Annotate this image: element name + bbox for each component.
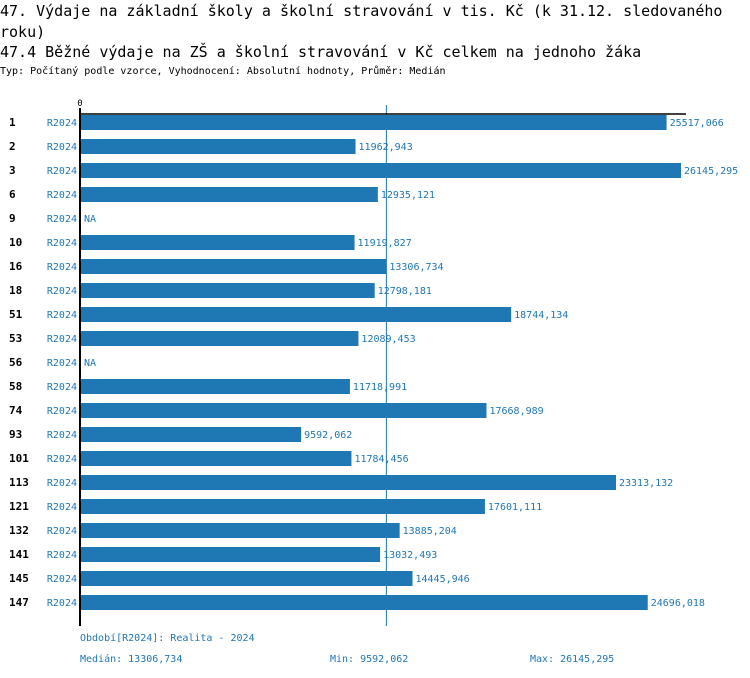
- bar: [81, 499, 485, 514]
- category-label: 56: [9, 356, 23, 369]
- period-label: R2024: [47, 262, 77, 273]
- category-label: 9: [9, 212, 16, 225]
- bar: [81, 187, 378, 202]
- value-label: 24696,018: [651, 598, 705, 609]
- bar: [81, 595, 648, 610]
- value-label: 17668,989: [489, 406, 543, 417]
- bar: [81, 115, 667, 130]
- value-label: 13032,493: [383, 550, 437, 561]
- period-label: R2024: [47, 310, 77, 321]
- bar: [81, 475, 617, 490]
- category-label: 121: [9, 500, 29, 513]
- category-label: 16: [9, 260, 23, 273]
- category-label: 141: [9, 548, 29, 561]
- chart-title: 47. Výdaje na základní školy a školní st…: [0, 2, 723, 20]
- period-label: R2024: [47, 286, 77, 297]
- period-label: R2024: [47, 406, 77, 417]
- bar: [81, 307, 512, 322]
- na-label: NA: [84, 214, 96, 225]
- na-label: NA: [84, 358, 96, 369]
- period-label: R2024: [47, 118, 77, 129]
- bar: [81, 547, 381, 562]
- period-label: R2024: [47, 358, 77, 369]
- value-label: 11919,827: [358, 238, 412, 249]
- bar: [81, 451, 352, 466]
- x-tick-label-0: 0: [77, 99, 82, 109]
- category-label: 145: [9, 572, 29, 585]
- period-label: R2024: [47, 166, 77, 177]
- category-label: 53: [9, 332, 22, 345]
- category-label: 10: [9, 236, 22, 249]
- period-label: R2024: [47, 142, 77, 153]
- value-label: 9592,062: [304, 430, 352, 441]
- category-label: 2: [9, 140, 16, 153]
- chart-meta: Typ: Počítaný podle vzorce, Vyhodnocení:…: [0, 66, 446, 77]
- value-label: 17601,111: [488, 502, 542, 513]
- category-label: 74: [9, 404, 23, 417]
- value-label: 14445,946: [416, 574, 470, 585]
- period-label: R2024: [47, 526, 77, 537]
- bar: [81, 259, 387, 274]
- bar: [81, 427, 302, 442]
- period-label: R2024: [47, 238, 77, 249]
- value-label: 11784,456: [354, 454, 408, 465]
- max-stat: Max: 26145,295: [530, 654, 615, 665]
- bar: [81, 331, 359, 346]
- period-label: R2024: [47, 214, 77, 225]
- period-legend: Období[R2024]: Realita - 2024: [80, 633, 255, 644]
- bar-chart: 0 1 R2024 25517,066 2 R2024 11962,943 3 R2024 26…: [9, 99, 738, 626]
- bar: [81, 379, 350, 394]
- category-label: 51: [9, 308, 23, 321]
- value-label: 26145,295: [684, 166, 738, 177]
- period-label: R2024: [47, 478, 77, 489]
- bar: [81, 403, 487, 418]
- category-label: 101: [9, 452, 29, 465]
- min-stat: Min: 9592,062: [330, 654, 409, 665]
- chart-subtitle: 47.4 Běžné výdaje na ZŠ a školní stravov…: [0, 43, 642, 61]
- value-label: 13306,734: [389, 262, 443, 273]
- period-label: R2024: [47, 382, 77, 393]
- category-label: 132: [9, 524, 29, 537]
- category-label: 1: [9, 116, 16, 129]
- value-label: 11962,943: [359, 142, 413, 153]
- value-label: 12798,181: [378, 286, 432, 297]
- period-label: R2024: [47, 502, 77, 513]
- period-label: R2024: [47, 574, 77, 585]
- category-label: 93: [9, 428, 22, 441]
- bar: [81, 571, 413, 586]
- bar: [81, 163, 681, 178]
- value-label: 12935,121: [381, 190, 435, 201]
- category-label: 58: [9, 380, 22, 393]
- chart-title-continued: roku): [0, 23, 46, 41]
- category-label: 6: [9, 188, 16, 201]
- value-label: 12089,453: [361, 334, 415, 345]
- category-label: 147: [9, 596, 29, 609]
- period-label: R2024: [47, 550, 77, 561]
- period-label: R2024: [47, 190, 77, 201]
- bars-layer: [81, 115, 681, 610]
- bar: [81, 235, 355, 250]
- median-stat: Medián: 13306,734: [80, 654, 183, 665]
- value-label: 25517,066: [670, 118, 724, 129]
- category-label: 113: [9, 476, 29, 489]
- value-label: 11718,991: [353, 382, 407, 393]
- period-label: R2024: [47, 454, 77, 465]
- value-label: 23313,132: [619, 478, 673, 489]
- category-label: 18: [9, 284, 22, 297]
- bar: [81, 139, 356, 154]
- value-label: 18744,134: [514, 310, 568, 321]
- bar: [81, 523, 400, 538]
- bar: [81, 283, 375, 298]
- value-label: 13885,204: [403, 526, 457, 537]
- period-label: R2024: [47, 430, 77, 441]
- category-label: 3: [9, 164, 16, 177]
- period-label: R2024: [47, 334, 77, 345]
- period-label: R2024: [47, 598, 77, 609]
